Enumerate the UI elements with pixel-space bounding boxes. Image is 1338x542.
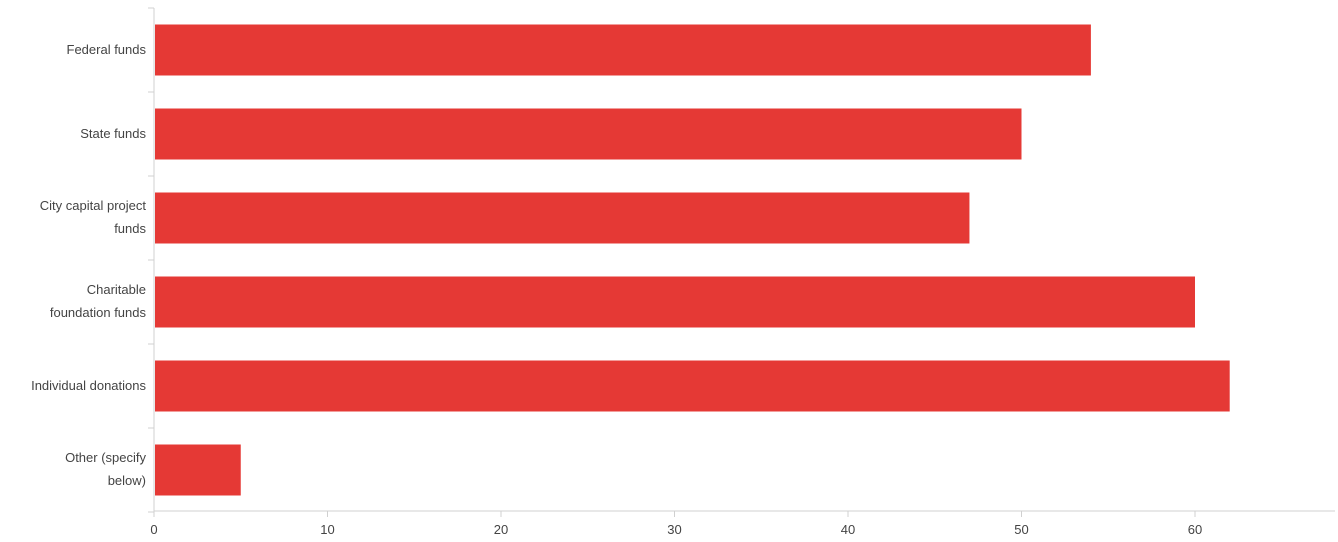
category-label-line: State funds — [80, 125, 146, 141]
category-label-line: foundation funds — [49, 305, 146, 320]
x-tick-label: 10 — [320, 522, 334, 537]
x-tick-label: 0 — [150, 522, 157, 537]
bar — [155, 360, 1230, 412]
x-tick-label: 50 — [1014, 522, 1028, 537]
bar — [155, 276, 1195, 328]
category-label: State funds — [0, 122, 146, 145]
bar — [155, 24, 1091, 76]
category-label-line: Individual donations — [31, 377, 146, 393]
category-label: Federal funds — [0, 38, 147, 61]
category-label: City capital project funds — [0, 194, 146, 240]
bar — [155, 108, 1022, 160]
bar — [155, 444, 241, 496]
x-tick-label: 40 — [841, 522, 855, 537]
category-label: Other (specify below) — [0, 446, 146, 492]
category-label-line: Other (specify — [65, 450, 146, 465]
category-label: Individual donations — [0, 374, 146, 397]
x-tick-label: 60 — [1188, 522, 1202, 537]
x-tick-label: 20 — [494, 522, 508, 537]
category-label-line: funds — [114, 221, 146, 236]
category-label-line: Federal funds — [66, 41, 147, 57]
bar — [155, 192, 970, 244]
category-label-line: below) — [107, 473, 146, 488]
category-label-line: City capital project — [39, 198, 146, 213]
x-tick-label: 30 — [667, 522, 681, 537]
category-label-line: Charitable — [86, 282, 146, 297]
category-label: Charitable foundation funds — [0, 278, 146, 324]
